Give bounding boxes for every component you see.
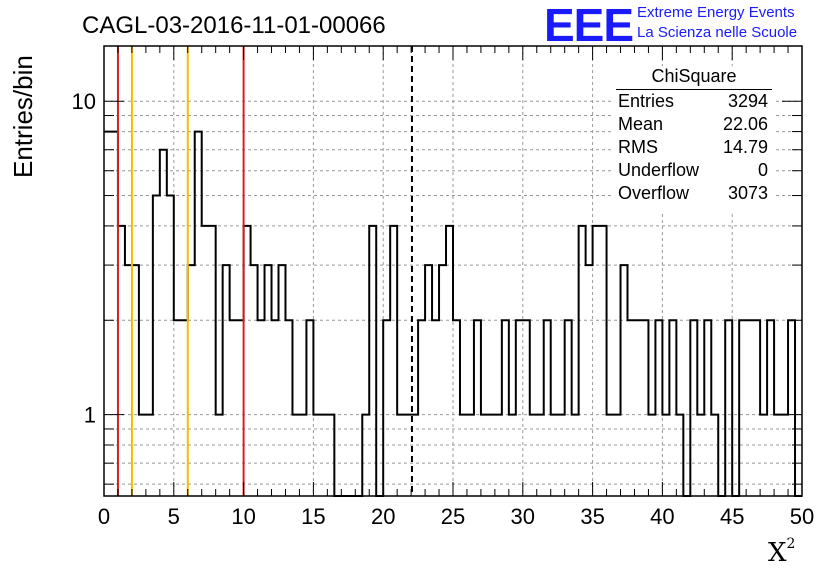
x-axis-label-superscript: 2	[786, 536, 796, 552]
x-tick-label: 5	[168, 504, 180, 529]
x-tick-label: 0	[98, 504, 110, 529]
x-tick-label: 20	[371, 504, 395, 529]
stat-row-rms: RMS 14.79	[612, 136, 776, 159]
stat-row-entries: Entries 3294	[612, 90, 776, 113]
x-tick-label: 25	[441, 504, 465, 529]
y-tick-label: 1	[84, 403, 96, 428]
y-axis-label: Entries/bin	[8, 55, 38, 178]
stat-label: Underflow	[618, 160, 700, 180]
stat-label: Overflow	[618, 183, 690, 203]
y-tick-label: 10	[72, 89, 96, 114]
x-tick-label: 30	[511, 504, 535, 529]
stat-value: 3073	[727, 183, 768, 203]
x-tick-label: 35	[580, 504, 604, 529]
logo-line-2: La Scienza nelle Scuole	[637, 24, 798, 41]
plot-title: CAGL-03-2016-11-01-00066	[82, 12, 386, 39]
stats-title: ChiSquare	[616, 66, 772, 90]
x-axis-label: X2	[768, 536, 796, 568]
x-axis-label-base: X	[768, 538, 787, 568]
stat-row-mean: Mean 22.06	[612, 113, 776, 136]
stat-label: Entries	[618, 91, 675, 111]
x-tick-label: 50	[790, 504, 814, 529]
stat-value: 3294	[727, 91, 768, 111]
stat-label: Mean	[618, 114, 664, 134]
stat-label: RMS	[618, 137, 658, 157]
x-tick-label: 45	[720, 504, 744, 529]
x-tick-label: 15	[301, 504, 325, 529]
stat-row-underflow: Underflow 0	[612, 159, 776, 182]
stat-value: 22.06	[722, 114, 768, 134]
histogram-series	[104, 130, 802, 497]
stat-value: 0	[757, 160, 768, 180]
x-tick-label: 10	[231, 504, 255, 529]
logo-line-1: Extreme Energy Events	[637, 4, 795, 21]
eee-logo: EEE	[544, 0, 634, 51]
x-tick-label: 40	[650, 504, 674, 529]
stat-value: 14.79	[722, 137, 768, 157]
stat-row-overflow: Overflow 3073	[612, 182, 776, 205]
stats-box: ChiSquare Entries 3294 Mean 22.06 RMS 14…	[612, 66, 776, 211]
